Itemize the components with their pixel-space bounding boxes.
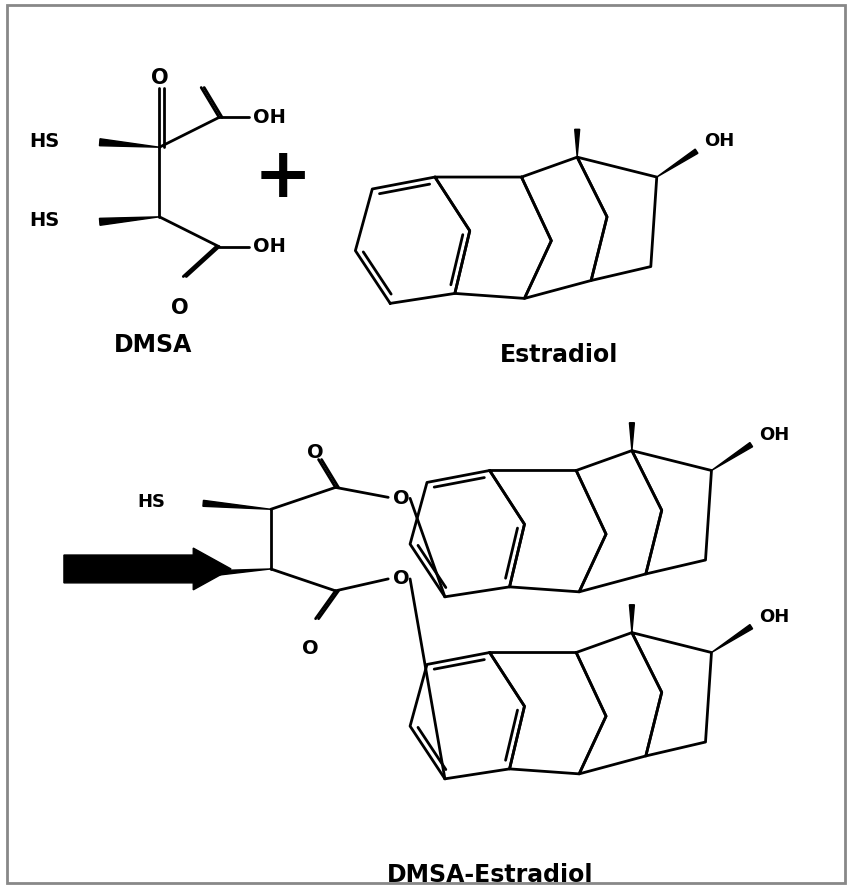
Text: OH: OH xyxy=(759,608,790,626)
Polygon shape xyxy=(711,624,752,653)
Polygon shape xyxy=(630,422,635,451)
Text: OH: OH xyxy=(759,426,790,444)
Text: OH: OH xyxy=(253,238,285,256)
Polygon shape xyxy=(203,569,271,577)
Text: HS: HS xyxy=(30,132,60,151)
FancyBboxPatch shape xyxy=(7,5,845,883)
Text: O: O xyxy=(393,570,410,588)
Text: +: + xyxy=(254,144,312,211)
Polygon shape xyxy=(100,217,159,225)
Polygon shape xyxy=(711,443,752,471)
Text: OH: OH xyxy=(253,108,285,127)
Text: O: O xyxy=(151,68,168,88)
Text: HS: HS xyxy=(137,564,165,582)
Text: HS: HS xyxy=(30,212,60,230)
Text: OH: OH xyxy=(705,132,734,150)
Polygon shape xyxy=(575,129,579,157)
FancyArrow shape xyxy=(64,548,231,590)
Polygon shape xyxy=(203,500,271,509)
Text: O: O xyxy=(393,488,410,508)
Polygon shape xyxy=(630,605,635,632)
Text: O: O xyxy=(170,298,188,319)
Text: Estradiol: Estradiol xyxy=(500,343,619,367)
Text: O: O xyxy=(308,443,324,462)
Text: DMSA-Estradiol: DMSA-Estradiol xyxy=(387,864,593,888)
Text: O: O xyxy=(302,638,319,657)
Polygon shape xyxy=(100,138,159,147)
Polygon shape xyxy=(657,149,698,177)
Text: HS: HS xyxy=(137,493,165,512)
Text: DMSA: DMSA xyxy=(114,333,193,357)
